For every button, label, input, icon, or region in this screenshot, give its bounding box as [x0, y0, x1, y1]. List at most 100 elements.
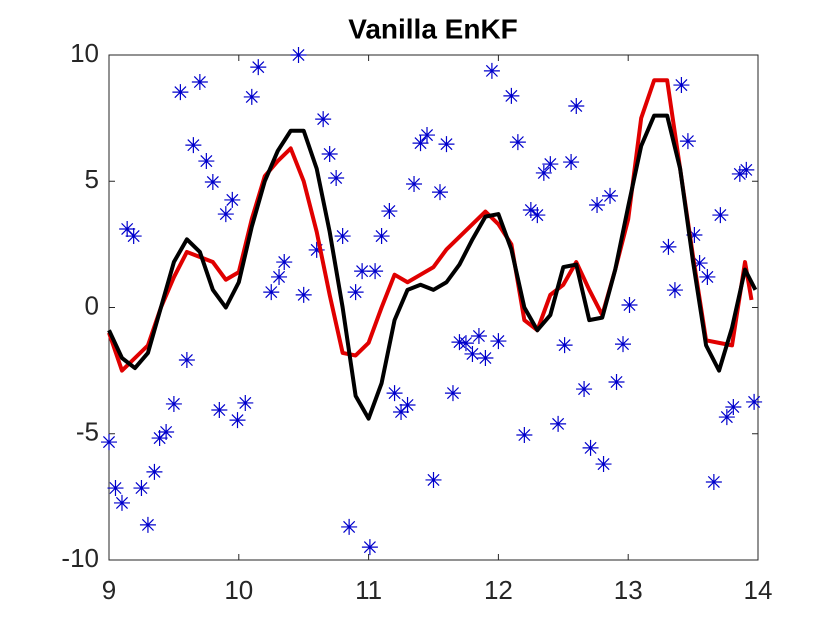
observation-marker: [125, 228, 142, 245]
observation-marker: [347, 284, 364, 301]
observation-marker: [191, 74, 208, 91]
observation-marker: [602, 187, 619, 204]
observation-marker: [725, 398, 742, 415]
observation-marker: [568, 98, 585, 115]
observation-marker: [107, 480, 124, 497]
observation-marker: [146, 463, 163, 480]
observation-marker: [457, 335, 474, 352]
observation-marker: [158, 423, 175, 440]
observation-marker: [308, 241, 325, 258]
observation-marker: [185, 137, 202, 154]
chart-title: Vanilla EnKF: [348, 13, 518, 44]
observation-marker: [399, 396, 416, 413]
observation-marker: [608, 373, 625, 390]
observation-marker: [243, 88, 260, 105]
observation-marker: [621, 296, 638, 313]
y-tick-label: -10: [61, 543, 99, 573]
observation-marker: [217, 206, 234, 223]
observation-marker: [438, 136, 455, 153]
observation-marker: [503, 87, 520, 104]
observation-marker: [198, 153, 215, 170]
observation-marker: [334, 228, 351, 245]
observation-marker: [361, 539, 378, 556]
observation-marker: [290, 47, 307, 63]
observation-marker: [451, 334, 468, 351]
observation-marker: [550, 415, 567, 432]
observation-marker: [341, 518, 358, 535]
y-tick-label: 0: [85, 290, 99, 320]
observation-marker: [686, 227, 703, 244]
observation-marker: [563, 154, 580, 171]
observation-marker: [224, 191, 241, 208]
observation-marker: [529, 207, 546, 224]
observation-marker: [276, 254, 293, 271]
observation-marker: [431, 184, 448, 201]
observation-marker: [464, 345, 481, 362]
observation-marker: [172, 84, 189, 101]
observation-marker: [660, 238, 677, 255]
observation-marker: [367, 263, 384, 280]
observation-marker: [204, 174, 221, 191]
observation-marker: [393, 404, 410, 421]
observation-marker: [477, 350, 494, 366]
observation-marker: [705, 473, 722, 490]
y-tick-label: -5: [76, 417, 99, 447]
observation-marker: [133, 480, 150, 497]
observation-marker: [516, 427, 533, 444]
observation-marker: [542, 156, 559, 173]
observation-marker: [576, 381, 593, 398]
observation-marker: [315, 111, 332, 128]
x-tick-label: 12: [484, 575, 513, 605]
y-tick-label: 10: [70, 38, 99, 68]
observation-marker: [556, 337, 573, 354]
observation-marker: [509, 134, 526, 151]
observation-marker: [165, 395, 182, 412]
observation-marker: [373, 228, 390, 245]
observation-marker: [250, 59, 267, 76]
observation-marker: [151, 430, 168, 447]
observation-marker: [263, 284, 280, 301]
observation-marker: [113, 494, 130, 511]
observation-marker: [522, 202, 539, 219]
observation-marker: [718, 409, 735, 426]
observation-marker: [271, 268, 288, 285]
observation-marker: [673, 77, 690, 94]
observation-marker: [679, 133, 696, 150]
observation-marker: [615, 336, 632, 353]
observation-marker: [731, 165, 748, 182]
x-tick-label: 13: [614, 575, 643, 605]
observation-marker: [470, 328, 487, 345]
observation-marker: [354, 263, 371, 280]
x-tick-label: 14: [744, 575, 773, 605]
observation-marker: [535, 164, 552, 181]
observation-marker: [582, 439, 599, 456]
observation-marker: [746, 393, 763, 410]
observation-marker: [381, 203, 398, 220]
observation-marker: [738, 161, 755, 178]
line: [107, 78, 754, 373]
observation-marker: [444, 385, 461, 402]
line: [107, 113, 758, 421]
observation-marker: [139, 516, 156, 533]
observation-marker: [595, 456, 612, 473]
x-tick-label: 11: [355, 575, 382, 605]
observation-marker: [691, 255, 708, 272]
observation-marker: [412, 135, 429, 152]
observation-marker: [119, 220, 136, 237]
observation-marker: [101, 434, 117, 451]
observation-marker: [237, 394, 254, 411]
x-tick-label: 10: [224, 575, 253, 605]
observation-marker: [589, 196, 606, 213]
observation-marker: [386, 385, 403, 402]
observation-marker: [712, 207, 729, 224]
observation-marker: [419, 127, 436, 144]
x-tick-label: 9: [102, 575, 116, 605]
observation-marker: [295, 286, 312, 303]
observation-marker: [406, 176, 423, 193]
observation-marker: [490, 333, 507, 350]
observation-marker: [211, 402, 228, 419]
observation-marker: [425, 471, 442, 488]
observation-marker: [178, 352, 195, 369]
